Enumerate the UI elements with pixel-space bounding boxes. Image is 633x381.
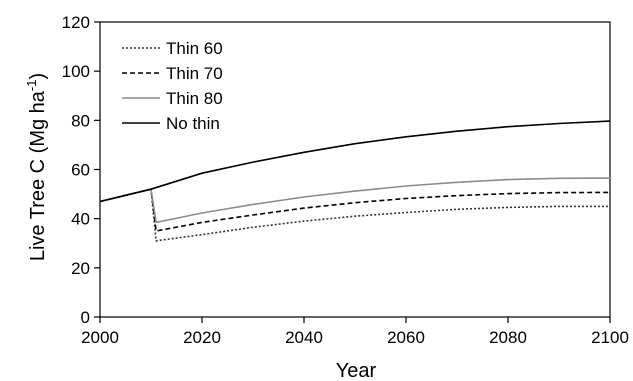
x-tick-label: 2080 (489, 328, 527, 347)
legend: Thin 60 Thin 70 Thin 80 No thin (122, 39, 223, 133)
x-tick-label: 2000 (81, 328, 119, 347)
y-axis-title-close: ) (27, 73, 49, 80)
legend-label: Thin 70 (166, 64, 223, 83)
x-axis-title: Year (336, 360, 377, 381)
x-tick-label: 2040 (285, 328, 323, 347)
legend-label: Thin 80 (166, 89, 223, 108)
series-layer (99, 120, 611, 242)
y-tick-label: 80 (71, 111, 90, 130)
y-tick-label: 0 (81, 308, 90, 327)
x-tick-label: 2060 (387, 328, 425, 347)
x-tick-label: 2020 (183, 328, 221, 347)
y-tick-label: 60 (71, 161, 90, 180)
y-tick-label: 40 (71, 210, 90, 229)
legend-label: No thin (166, 114, 220, 133)
series-line-thin-60 (99, 188, 610, 242)
y-tick-label: 120 (62, 13, 90, 32)
y-axis-title-superscript: -1 (24, 80, 39, 92)
x-tick-label: 2100 (591, 328, 629, 347)
series-line-thin-70 (99, 188, 611, 232)
y-axis-title-main: Live Tree C (Mg ha (27, 90, 49, 261)
y-tick-label: 100 (62, 62, 90, 81)
legend-label: Thin 60 (166, 39, 223, 58)
series-line-no-thin (99, 120, 611, 203)
y-axis-title: Live Tree C (Mg ha-1) (24, 73, 49, 261)
y-tick-label: 20 (71, 259, 90, 278)
series-line-thin-80 (99, 177, 611, 224)
